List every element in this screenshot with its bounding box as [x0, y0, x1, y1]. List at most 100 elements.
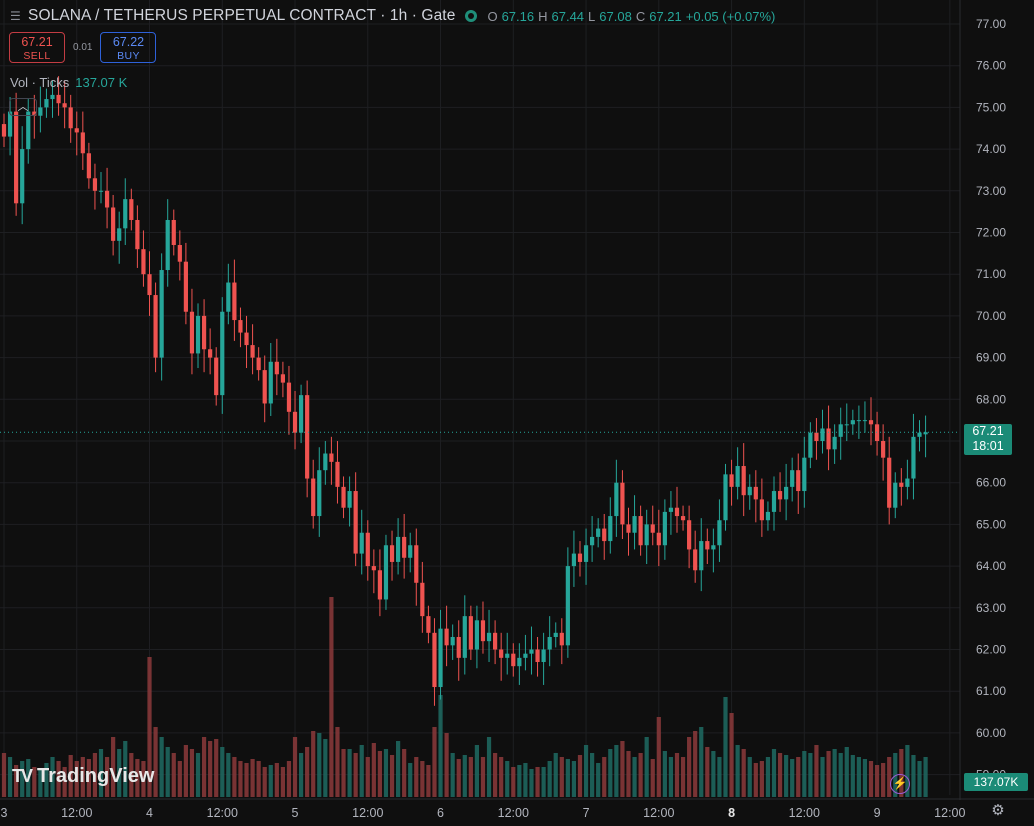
market-open-dot-icon: [465, 10, 478, 22]
price-tick-label: 69.00: [976, 351, 1006, 365]
candle-body: [723, 474, 728, 521]
volume-bar: [317, 733, 322, 797]
volume-legend-value: 137.07 K: [75, 75, 128, 90]
candle-body: [408, 545, 413, 558]
candle-body: [547, 636, 552, 650]
candle-body: [705, 541, 710, 550]
volume-bar: [626, 751, 631, 797]
candle-body: [493, 632, 498, 650]
candle-body: [183, 261, 188, 312]
candle-body: [117, 228, 122, 241]
candle-body: [790, 470, 795, 487]
candle-body: [717, 520, 722, 546]
close-label: C: [635, 8, 646, 24]
buy-button[interactable]: 67.22 BUY: [100, 32, 157, 63]
volume-bar: [662, 751, 667, 797]
candle-body: [741, 466, 746, 496]
price-tick-label: 70.00: [976, 309, 1006, 323]
volume-bar: [535, 767, 540, 797]
volume-bar: [881, 763, 886, 797]
candle-body: [687, 520, 692, 550]
candle-body: [729, 474, 734, 487]
volume-bar: [159, 737, 164, 797]
volume-bar: [468, 757, 473, 797]
candle-body: [280, 374, 285, 383]
tradingview-logo[interactable]: TV TradingView: [12, 765, 154, 788]
candle-body: [680, 516, 686, 521]
time-axis[interactable]: 3 12:00 4 12:00 5 12:00 6 12:00 7 12:00 8 12:00 9 12:…: [1, 806, 966, 820]
volume-bar: [38, 769, 43, 797]
low-value: 67.08: [599, 8, 632, 24]
time-tick-label: 8: [728, 806, 735, 820]
open-label: O: [487, 8, 498, 24]
volume-bar: [717, 757, 722, 797]
chevron-up-icon[interactable]: ︿: [9, 98, 37, 116]
candle-body: [383, 545, 389, 600]
price-tick-label: 60.00: [976, 726, 1006, 740]
volume-bar: [86, 759, 91, 797]
candle-body: [602, 528, 607, 542]
sell-label: SELL: [23, 50, 51, 62]
candle-body: [74, 128, 79, 133]
menu-icon[interactable]: ☰: [10, 9, 21, 23]
volume-bar: [183, 745, 188, 797]
candle-body: [486, 632, 492, 642]
time-tick-label: 5: [292, 806, 299, 820]
volume-bar: [547, 761, 552, 797]
volume-bar: [620, 741, 625, 797]
candle-body: [165, 219, 170, 271]
time-tick-label: 12:00: [643, 806, 674, 820]
candle-body: [583, 545, 589, 562]
candle-body: [371, 566, 376, 571]
volume-bar: [565, 759, 570, 797]
volume-bar: [195, 753, 201, 797]
buy-label: BUY: [117, 50, 140, 62]
gear-icon[interactable]: ⚙: [991, 802, 1005, 819]
volume-bar: [74, 761, 79, 797]
candle-body: [147, 274, 152, 296]
volume-bar: [26, 759, 31, 797]
price-tick-label: 63.00: [976, 601, 1006, 615]
time-tick-label: 12:00: [934, 806, 965, 820]
volume-bar: [711, 751, 716, 797]
candle-body: [571, 553, 577, 567]
candle-body: [535, 649, 540, 663]
lightning-icon[interactable]: ⚡: [890, 774, 910, 794]
volume-bar: [147, 657, 152, 797]
volume-bar: [274, 763, 279, 797]
volume-legend[interactable]: Vol · Ticks 137.07 K: [10, 75, 127, 90]
volume-bar: [268, 765, 273, 797]
candle-body: [608, 516, 613, 542]
candle-body: [650, 524, 655, 533]
volume-bar: [220, 747, 225, 797]
candle-body: [26, 111, 31, 150]
candle-body: [529, 649, 534, 654]
candle-body: [44, 99, 49, 108]
candle-body: [517, 657, 522, 667]
candle-body: [317, 470, 322, 517]
volume-bar: [680, 757, 686, 797]
candle-body: [462, 616, 467, 658]
price-axis[interactable]: 77.00 76.00 75.00 74.00 73.00 72.00 71.00 70.00…: [976, 17, 1006, 782]
candle-body: [832, 436, 837, 450]
candle-body: [444, 628, 449, 646]
volume-bar: [862, 759, 868, 797]
volume-bar: [32, 767, 37, 797]
candle-body: [559, 632, 564, 646]
candle-body: [808, 432, 813, 458]
grid-lines: [0, 0, 1034, 800]
volume-bar: [796, 757, 801, 797]
candle-body: [638, 516, 643, 546]
candle-body: [674, 507, 680, 517]
price-tick-label: 72.00: [976, 226, 1006, 240]
volume-bar: [104, 757, 110, 797]
sell-button[interactable]: 67.21 SELL: [9, 32, 65, 63]
candle-body: [523, 653, 528, 658]
symbol-title[interactable]: SOLANA / TETHERUS PERPETUAL CONTRACT · 1…: [28, 7, 456, 24]
candle-body: [565, 566, 570, 646]
volume-bar: [874, 765, 880, 797]
tradingview-wordmark: TradingView: [37, 765, 155, 787]
volume-bar: [98, 749, 104, 797]
candle-body: [887, 457, 892, 508]
